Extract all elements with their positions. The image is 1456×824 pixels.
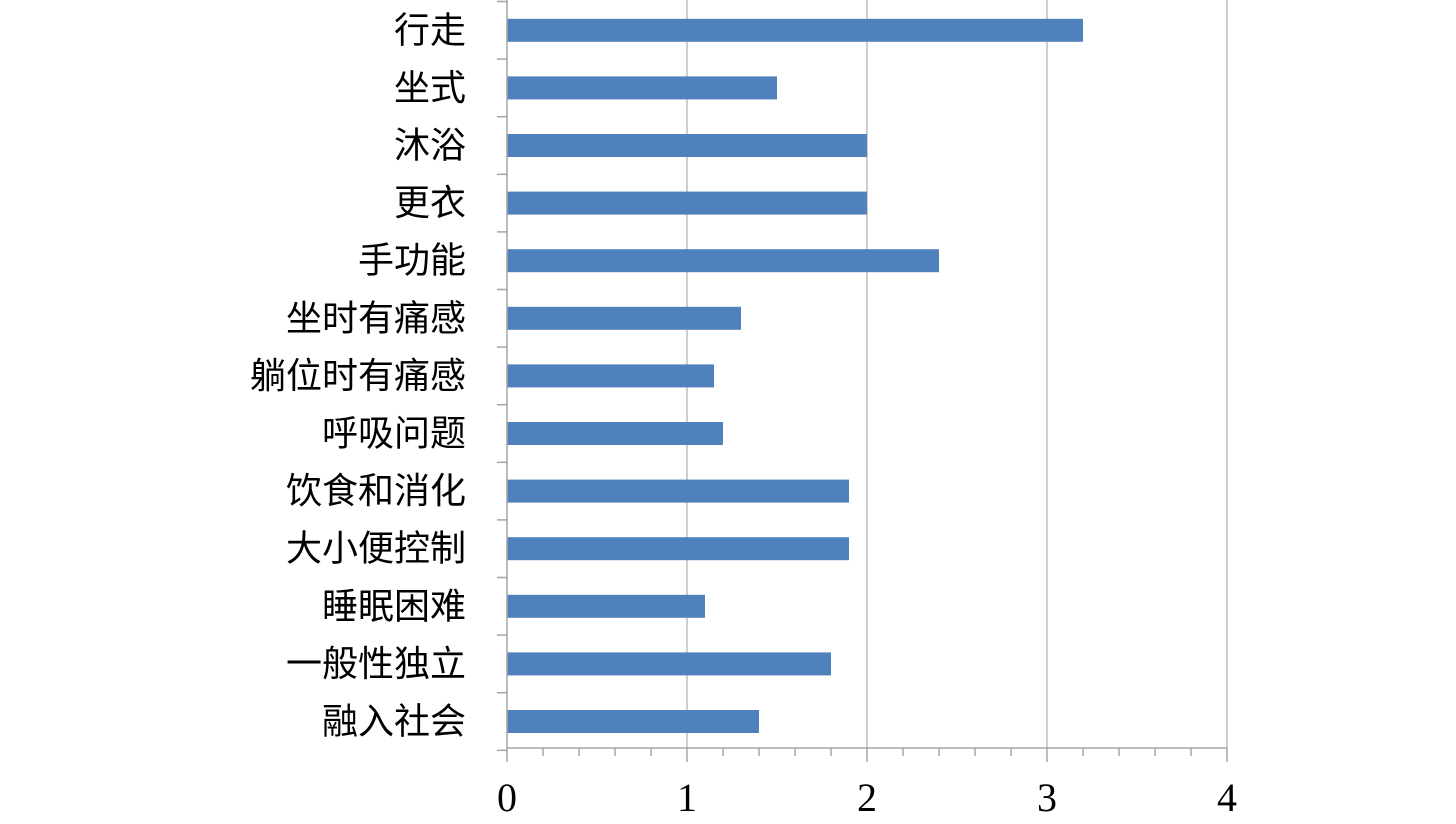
bar-9 <box>507 537 849 561</box>
category-label-1: 坐式 <box>394 68 466 109</box>
bar-8 <box>507 479 849 503</box>
category-label-12: 融入社会 <box>322 702 466 743</box>
category-label-7: 呼吸问题 <box>322 414 466 455</box>
bar-4 <box>507 249 939 273</box>
category-label-11: 一般性独立 <box>286 644 466 685</box>
bar-10 <box>507 594 705 618</box>
x-tick-label-0: 0 <box>497 775 517 820</box>
x-tick-label-1: 1 <box>677 775 697 820</box>
gridlines <box>686 0 1228 748</box>
bar-2 <box>507 134 867 157</box>
x-tick-label-2: 2 <box>857 775 877 820</box>
x-tick-labels: 0 1 2 3 4 <box>497 775 1237 820</box>
bar-11 <box>507 652 831 676</box>
category-label-0: 行走 <box>394 10 466 51</box>
bars <box>507 18 1083 733</box>
category-label-6: 躺位时有痛感 <box>250 356 466 397</box>
category-label-2: 沐浴 <box>394 126 466 167</box>
x-tick-label-4: 4 <box>1217 775 1237 820</box>
bar-1 <box>507 76 777 100</box>
bar-7 <box>507 422 723 445</box>
category-label-9: 大小便控制 <box>286 529 466 570</box>
bar-6 <box>507 364 714 388</box>
axes <box>497 0 1228 762</box>
category-label-10: 睡眠困难 <box>322 586 466 627</box>
bar-12 <box>507 710 759 733</box>
category-labels: 行走坐式沐浴更衣手功能坐时有痛感躺位时有痛感呼吸问题饮食和消化大小便控制睡眠困难… <box>250 10 466 742</box>
category-label-8: 饮食和消化 <box>286 471 466 512</box>
bar-0 <box>507 18 1083 42</box>
category-label-4: 手功能 <box>358 241 466 282</box>
bar-5 <box>507 306 741 330</box>
category-label-5: 坐时有痛感 <box>286 298 466 339</box>
x-tick-label-3: 3 <box>1037 775 1057 820</box>
category-label-3: 更衣 <box>394 183 466 224</box>
bar-3 <box>507 191 867 215</box>
